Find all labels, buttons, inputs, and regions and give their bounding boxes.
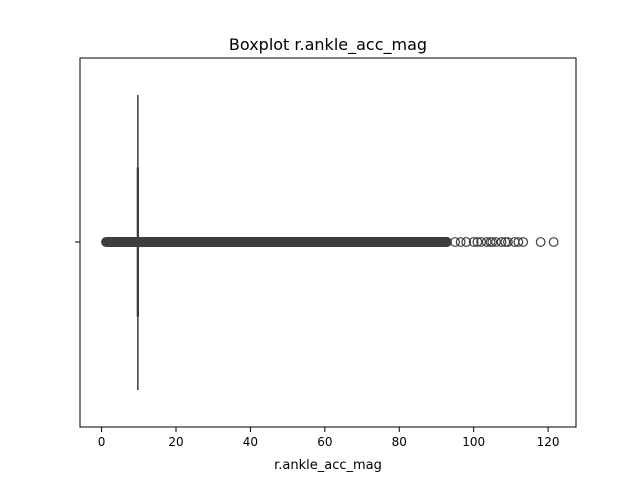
- outlier-point: [472, 237, 483, 247]
- x-axis-ticks: 0 20 40 60 80 100 120: [98, 427, 560, 449]
- outlier-point: [461, 237, 472, 247]
- outlier-point: [455, 237, 466, 247]
- outlier-band: [101, 237, 452, 247]
- outlier-point: [503, 237, 513, 247]
- x-tick-label: 80: [392, 435, 407, 449]
- outlier-point: [481, 237, 492, 247]
- x-tick-label: 40: [243, 435, 258, 449]
- x-tick-label: 100: [462, 435, 485, 449]
- x-tick-label: 60: [317, 435, 332, 449]
- outlier-point: [500, 237, 511, 247]
- outlier-point: [487, 237, 498, 247]
- outlier-point: [496, 237, 507, 247]
- outlier-point: [450, 237, 460, 247]
- x-tick-label: 20: [168, 435, 183, 449]
- outlier-point: [518, 237, 529, 247]
- x-tick-label: 120: [537, 435, 560, 449]
- outlier-group: [101, 237, 559, 247]
- chart-title: Boxplot r.ankle_acc_mag: [229, 35, 427, 55]
- outlier-point: [491, 237, 501, 247]
- outlier-point: [476, 237, 487, 247]
- x-axis-label: r.ankle_acc_mag: [274, 458, 382, 473]
- plot-area: [101, 95, 559, 390]
- outlier-point: [548, 237, 559, 247]
- outlier-point: [468, 237, 479, 247]
- x-tick-label: 0: [98, 435, 106, 449]
- outlier-point: [535, 237, 546, 247]
- outlier-point: [513, 237, 524, 247]
